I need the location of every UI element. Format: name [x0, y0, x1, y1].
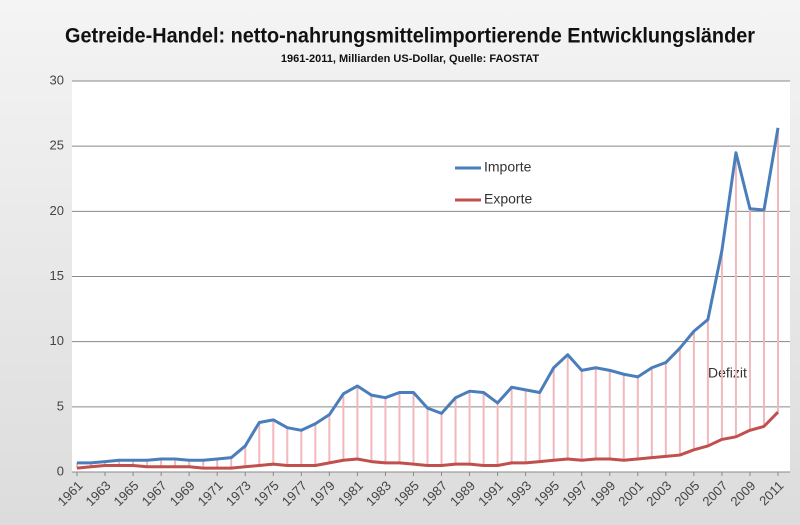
chart-subtitle: 1961-2011, Milliarden US-Dollar, Quelle:…: [281, 53, 539, 65]
legend-label: Exporte: [484, 191, 532, 207]
y-tick-label: 15: [50, 268, 64, 283]
legend-label: Importe: [484, 159, 532, 175]
y-tick-label: 20: [50, 203, 64, 218]
y-tick-label: 10: [50, 333, 64, 348]
annotation: Defizit: [708, 365, 747, 381]
chart-title: Getreide-Handel: netto-nahrungsmittelimp…: [65, 25, 755, 48]
y-tick-label: 30: [50, 72, 64, 87]
y-tick-label: 5: [57, 398, 64, 413]
y-tick-label: 25: [50, 138, 64, 153]
y-tick-label: 0: [57, 463, 64, 478]
series-line: [76, 410, 780, 470]
series-line: [77, 127, 780, 465]
